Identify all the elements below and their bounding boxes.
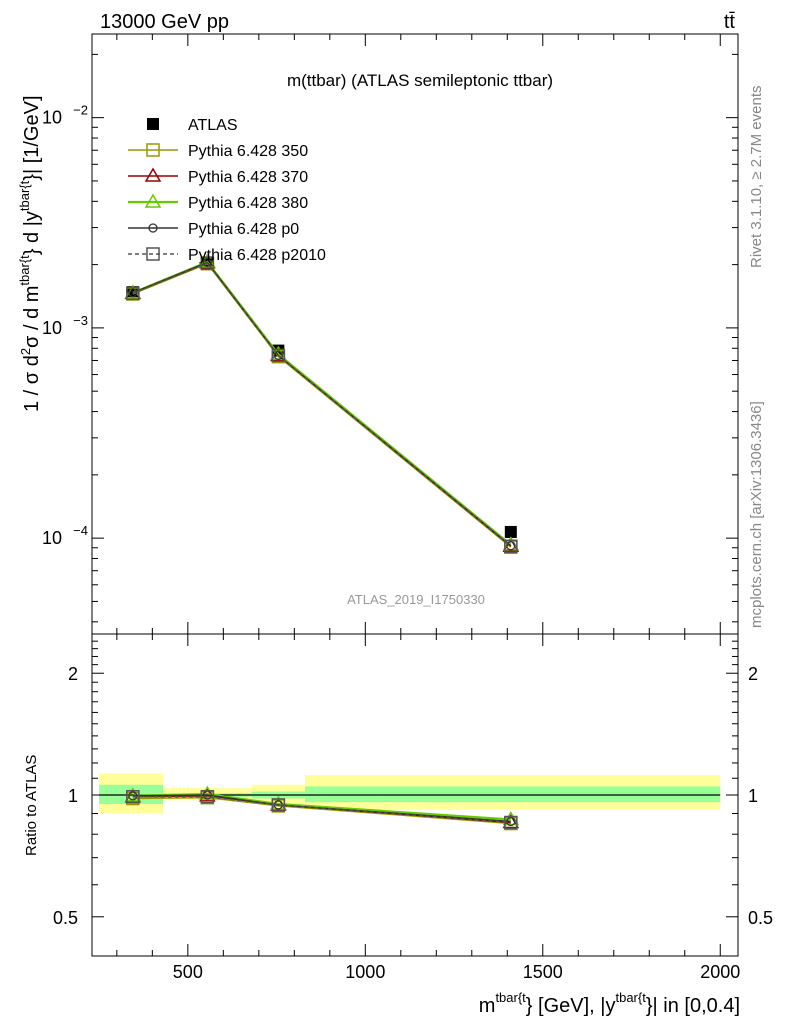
ratio-y-tick-label: 0.5 <box>53 908 78 928</box>
analysis-watermark: ATLAS_2019_I1750330 <box>347 592 485 607</box>
legend-label: Pythia 6.428 350 <box>188 143 308 160</box>
main-y-tick-label: 10 <box>42 528 62 548</box>
main-y-tick-exponent: −3 <box>73 313 88 328</box>
legend-marker <box>146 143 160 157</box>
ratio-series-group <box>124 785 520 831</box>
legend-marker <box>144 167 162 182</box>
ratio-y-tick-label-right: 1 <box>748 786 758 806</box>
legend-label: ATLAS <box>188 117 238 134</box>
main-y-axis-label: 1 / σ d2σ / d mtbar{t} d |ytbar{t}| [1/G… <box>17 95 43 412</box>
main-data-point <box>273 350 283 361</box>
x-tick-label: 1500 <box>523 962 563 982</box>
x-axis-label: mtbar{t} [GeV], |ytbar{t}| in [0,0.4] <box>479 990 740 1017</box>
ratio-y-tick-label-right: 0.5 <box>748 908 773 928</box>
main-series-line <box>132 262 512 547</box>
ratio-data-point <box>200 790 215 804</box>
main-series-line <box>132 261 512 547</box>
main-series-line <box>132 261 512 547</box>
main-data-point <box>202 257 213 268</box>
main-y-tick-exponent: −4 <box>73 523 88 538</box>
ratio-series-line <box>132 796 511 824</box>
main-data-point <box>271 348 286 363</box>
stat-uncertainty-band <box>99 784 163 805</box>
header-left: 13000 GeV pp <box>100 11 229 33</box>
legend-label: Pythia 6.428 p2010 <box>188 247 326 264</box>
ratio-y-tick-label-right: 2 <box>748 664 758 684</box>
main-series-group <box>124 253 520 555</box>
main-y-tick-label: 10 <box>42 318 62 338</box>
legend-label: Pythia 6.428 370 <box>188 169 308 186</box>
ratio-y-axis-label: Ratio to ATLAS <box>23 755 40 856</box>
ratio-data-point <box>504 815 518 830</box>
legend-marker <box>148 223 158 233</box>
header-right: tt̄ <box>724 11 736 33</box>
ratio-data-point <box>128 791 138 801</box>
legend-marker <box>144 193 162 208</box>
main-series-line <box>132 260 512 546</box>
main-data-point <box>126 286 140 301</box>
rivet-version-label: Rivet 3.1.10, ≥ 2.7M events <box>748 85 765 269</box>
main-y-tick-label: 10 <box>42 108 62 128</box>
main-axes: 10 −4 10 −3 10 −2 <box>42 33 739 635</box>
legend-marker <box>146 247 160 261</box>
ratio-series-line <box>132 796 511 825</box>
ratio-data-point <box>126 790 140 804</box>
main-y-tick-exponent: −2 <box>73 103 88 118</box>
legend-marker <box>147 118 159 130</box>
chart-title: m(ttbar) (ATLAS semileptonic ttbar) <box>287 71 553 90</box>
x-tick-label: 500 <box>173 962 203 982</box>
legend-label: Pythia 6.428 p0 <box>188 221 299 238</box>
ratio-data-point <box>271 798 286 812</box>
ratio-y-tick-label: 1 <box>68 786 78 806</box>
x-tick-label: 1000 <box>345 962 385 982</box>
stat-uncertainty-band <box>304 786 721 803</box>
mcplots-label: mcplots.cern.ch [arXiv:1306.3436] <box>748 401 765 628</box>
main-data-point <box>504 525 517 538</box>
main-data-point <box>128 288 138 298</box>
main-data-point <box>504 539 518 554</box>
main-data-point <box>200 256 215 271</box>
legend-label: Pythia 6.428 380 <box>188 195 308 212</box>
main-series-line <box>132 262 512 548</box>
x-tick-label: 2000 <box>700 962 740 982</box>
ratio-axes: 500 1000 1500 2000 0.5 0.5 1 1 2 2 <box>53 633 773 982</box>
ratio-data-point <box>506 816 516 827</box>
main-data-point <box>506 541 516 551</box>
legend: ATLAS Pythia 6.428 350 Pythia 6.428 370 Pyt… <box>128 117 326 264</box>
ratio-y-tick-label: 2 <box>68 664 78 684</box>
